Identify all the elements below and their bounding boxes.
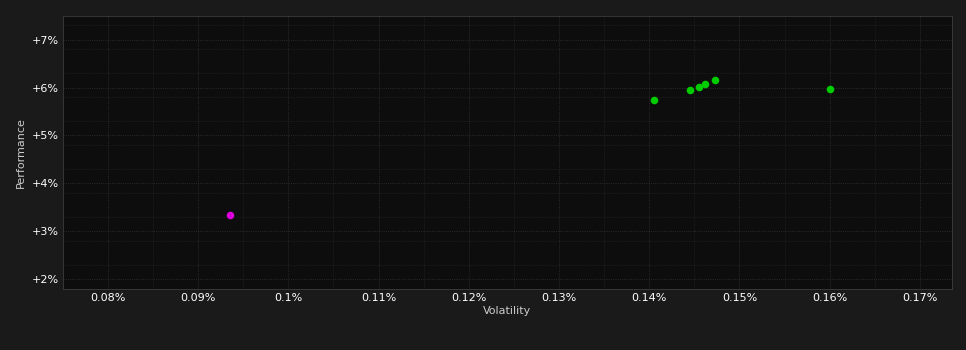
Point — [697, 81, 713, 86]
Y-axis label: Performance: Performance — [16, 117, 26, 188]
Point — [646, 97, 662, 102]
Point — [682, 87, 697, 93]
X-axis label: Volatility: Volatility — [483, 306, 531, 316]
Point — [822, 86, 838, 92]
Point — [222, 212, 238, 217]
Point — [707, 77, 723, 83]
Point — [691, 84, 706, 90]
